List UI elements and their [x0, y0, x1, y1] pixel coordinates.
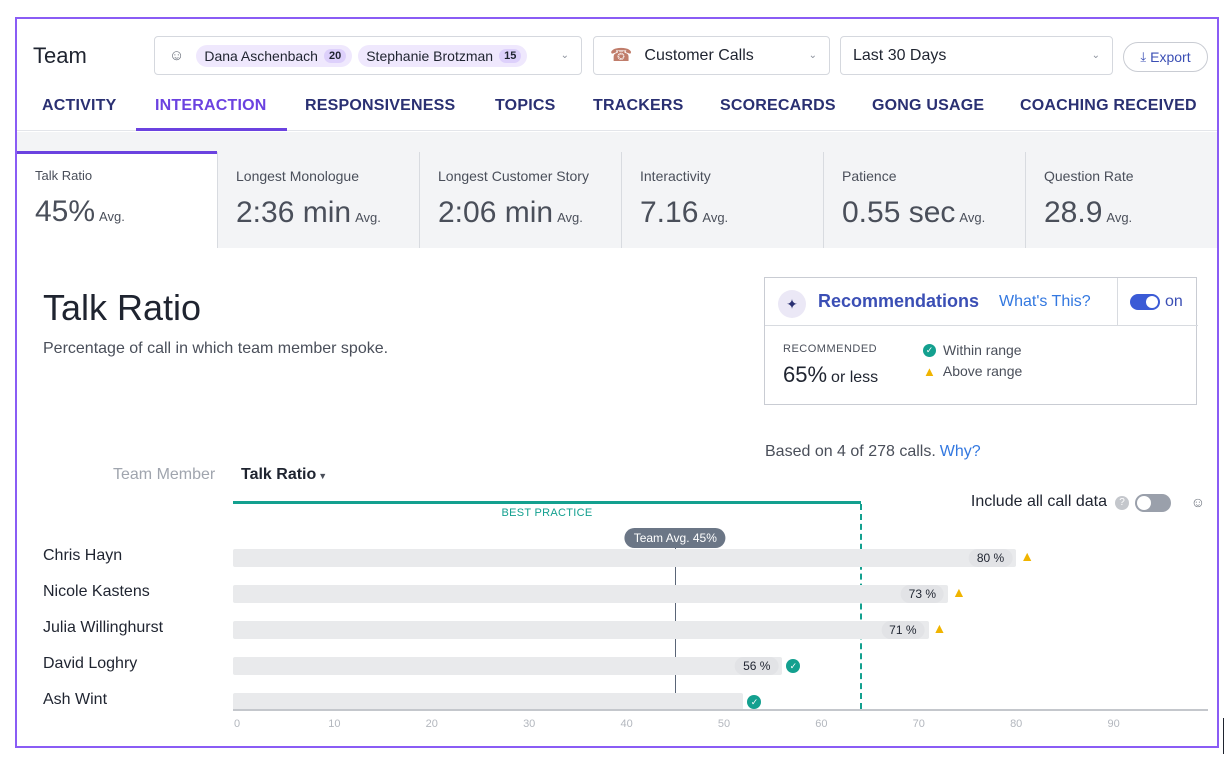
sort-icon: ▼: [318, 471, 327, 481]
tab-activity[interactable]: ACTIVITY: [42, 97, 117, 115]
legend-above: ▲ Above range: [923, 363, 1022, 379]
recommendations-title: Recommendations: [818, 291, 979, 312]
legend-within: ✓ Within range: [923, 342, 1022, 358]
metric-longest-monologue[interactable]: Longest Monologue 2:36 min Avg.: [217, 152, 419, 248]
page-heading: Team: [33, 43, 87, 69]
bar-track: [233, 549, 1016, 567]
x-axis: [233, 709, 1208, 711]
team-member-name[interactable]: Ash Wint: [43, 691, 107, 709]
why-link[interactable]: Why?: [940, 443, 981, 460]
people-icon[interactable]: ☺: [1191, 494, 1205, 510]
x-tick-label: 40: [620, 718, 632, 730]
bar-value-label: 71 %: [881, 621, 924, 639]
people-icon: ☺: [169, 47, 184, 64]
section-subtitle: Percentage of call in which team member …: [43, 340, 388, 358]
bar-track: [233, 657, 782, 675]
bar-value-label: 80 %: [969, 549, 1012, 567]
active-tab-indicator: [136, 128, 287, 131]
x-tick-label: 20: [426, 718, 438, 730]
include-all-call-data-toggle[interactable]: [1135, 494, 1171, 512]
row-overflow-mask: [17, 711, 1217, 748]
export-button[interactable]: ⤓ Export: [1123, 42, 1208, 72]
metric-longest-customer-story[interactable]: Longest Customer Story 2:06 min Avg.: [419, 152, 621, 248]
column-header-talk-ratio[interactable]: Talk Ratio ▼: [241, 466, 327, 484]
bar-track: [233, 585, 948, 603]
metric-question-rate[interactable]: Question Rate 28.9 Avg.: [1025, 152, 1217, 248]
recommendations-toggle[interactable]: [1130, 294, 1160, 310]
based-on-text: Based on 4 of 278 calls. Why?: [765, 443, 981, 461]
phone-icon: ☎: [610, 45, 632, 66]
x-tick-label: 10: [328, 718, 340, 730]
date-range-value: Last 30 Days: [853, 47, 946, 65]
best-practice-label: BEST PRACTICE: [233, 507, 861, 519]
tab-gong-usage[interactable]: GONG USAGE: [872, 97, 984, 115]
recommendations-panel: ✦ Recommendations What's This? on RECOMM…: [764, 277, 1197, 405]
best-practice-range-line: [233, 501, 861, 504]
warning-icon: ▲: [952, 584, 966, 600]
metric-talk-ratio[interactable]: Talk Ratio 45% Avg.: [17, 151, 217, 248]
tab-bar: ACTIVITY INTERACTION RESPONSIVENESS TOPI…: [17, 93, 1217, 131]
talk-ratio-chart: BEST PRACTICE Team Avg. 45% Chris Hayn 80 …: [17, 488, 1217, 748]
tab-trackers[interactable]: TRACKERS: [593, 97, 684, 115]
member-count-badge: 15: [499, 49, 521, 63]
best-practice-limit-line: [860, 504, 862, 709]
tab-responsiveness[interactable]: RESPONSIVENESS: [305, 97, 455, 115]
warning-icon: ▲: [1020, 548, 1034, 564]
tab-interaction[interactable]: INTERACTION: [155, 97, 267, 115]
chevron-down-icon[interactable]: ⌄: [809, 50, 817, 61]
section-title: Talk Ratio: [43, 287, 201, 329]
team-member-name[interactable]: Chris Hayn: [43, 547, 122, 565]
download-icon: ⤓: [1140, 49, 1146, 65]
tab-scorecards[interactable]: SCORECARDS: [720, 97, 836, 115]
header: Team ☺ Dana Aschenbach 20 Stephanie Brot…: [17, 19, 1217, 131]
date-range-select[interactable]: Last 30 Days ⌄: [840, 36, 1113, 75]
check-circle-icon: ✓: [786, 659, 800, 673]
whats-this-link[interactable]: What's This?: [999, 293, 1091, 311]
x-tick-label: 50: [718, 718, 730, 730]
team-average-label: Team Avg. 45%: [625, 528, 726, 548]
help-icon[interactable]: ?: [1115, 496, 1129, 510]
main-content: Talk Ratio Percentage of call in which t…: [17, 248, 1217, 748]
team-member-name[interactable]: Julia Willinghurst: [43, 619, 163, 637]
metric-patience[interactable]: Patience 0.55 sec Avg.: [823, 152, 1025, 248]
member-chip[interactable]: Dana Aschenbach 20: [196, 45, 352, 67]
bar-value-label: 56 %: [735, 657, 778, 675]
team-members-select[interactable]: ☺ Dana Aschenbach 20 Stephanie Brotzman …: [154, 36, 582, 75]
member-count-badge: 20: [324, 49, 346, 63]
metric-interactivity[interactable]: Interactivity 7.16 Avg.: [621, 152, 823, 248]
x-tick-label: 80: [1010, 718, 1022, 730]
bar-value-label: 73 %: [901, 585, 944, 603]
metrics-band: Talk Ratio 45% Avg. Longest Monologue 2:3…: [17, 132, 1217, 248]
member-chip[interactable]: Stephanie Brotzman 15: [358, 45, 527, 67]
x-tick-label: 60: [815, 718, 827, 730]
x-tick-label: 0: [234, 718, 240, 730]
tab-topics[interactable]: TOPICS: [495, 97, 555, 115]
warning-icon: ▲: [923, 364, 936, 379]
chevron-down-icon[interactable]: ⌄: [561, 50, 569, 61]
tab-coaching-received[interactable]: COACHING RECEIVED: [1020, 97, 1197, 115]
column-header-team-member[interactable]: Team Member: [113, 466, 215, 484]
team-member-name[interactable]: David Loghry: [43, 655, 137, 673]
app-frame: Team ☺ Dana Aschenbach 20 Stephanie Brot…: [15, 17, 1219, 748]
include-all-call-data-label: Include all call data: [971, 493, 1107, 511]
toggle-state-label: on: [1165, 293, 1183, 311]
check-circle-icon: ✓: [923, 344, 936, 357]
call-type-select[interactable]: ☎ Customer Calls ⌄: [593, 36, 830, 75]
x-tick-label: 70: [913, 718, 925, 730]
check-circle-icon: ✓: [747, 695, 761, 709]
magic-wand-icon: ✦: [778, 290, 806, 318]
x-tick-label: 30: [523, 718, 535, 730]
recommended-label: RECOMMENDED: [783, 343, 877, 355]
x-tick-label: 90: [1107, 718, 1119, 730]
team-member-name[interactable]: Nicole Kastens: [43, 583, 150, 601]
bar-track: [233, 621, 929, 639]
text-cursor: [1223, 718, 1224, 754]
call-type-value: Customer Calls: [644, 47, 753, 65]
recommended-value: 65% or less: [783, 362, 878, 388]
chevron-down-icon[interactable]: ⌄: [1092, 50, 1100, 61]
warning-icon: ▲: [933, 620, 947, 636]
